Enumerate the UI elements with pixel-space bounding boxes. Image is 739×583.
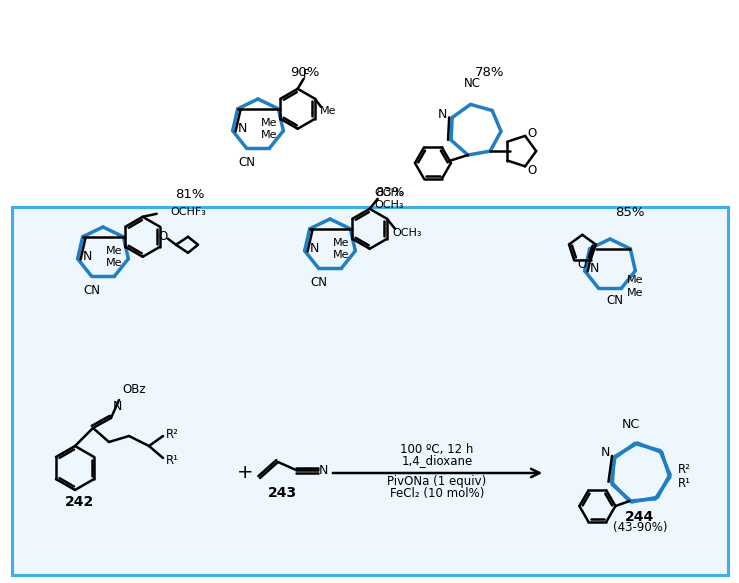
Text: N: N: [590, 262, 599, 275]
Text: N: N: [238, 122, 247, 135]
Text: N: N: [319, 463, 327, 476]
Text: Me: Me: [261, 130, 277, 140]
Text: N: N: [113, 400, 123, 413]
Text: R¹: R¹: [678, 476, 691, 490]
Text: 1,4_dioxane: 1,4_dioxane: [401, 455, 473, 468]
Text: F: F: [303, 68, 310, 81]
Text: 243: 243: [268, 486, 296, 500]
Text: CN: CN: [238, 156, 255, 169]
Bar: [12, 207, 728, 575]
Text: R²: R²: [166, 427, 179, 441]
Text: 244: 244: [625, 510, 655, 524]
Text: 78%: 78%: [475, 66, 505, 79]
Text: O: O: [158, 230, 168, 243]
Text: 83%: 83%: [375, 187, 405, 199]
Text: Me: Me: [320, 106, 336, 116]
Text: Me: Me: [261, 118, 277, 128]
Text: (43-90%): (43-90%): [613, 522, 667, 535]
Text: N: N: [601, 446, 610, 459]
Text: CN: CN: [84, 284, 101, 297]
Text: Me: Me: [627, 289, 644, 298]
Text: Me: Me: [627, 275, 644, 286]
Text: OCH₃: OCH₃: [375, 188, 404, 198]
Text: +: +: [236, 463, 253, 483]
Text: PivONa (1 equiv): PivONa (1 equiv): [387, 476, 486, 489]
Text: O: O: [527, 128, 537, 141]
Text: CN: CN: [310, 276, 327, 289]
Text: FeCl₂ (10 mol%): FeCl₂ (10 mol%): [389, 487, 484, 500]
Text: 85%: 85%: [616, 206, 644, 220]
Text: 90%: 90%: [290, 66, 320, 79]
Text: N: N: [437, 108, 447, 121]
Text: O: O: [527, 164, 537, 177]
Text: Me: Me: [333, 238, 350, 248]
Text: 242: 242: [65, 495, 95, 509]
Text: 100 ºC, 12 h: 100 ºC, 12 h: [401, 442, 474, 455]
Text: NC: NC: [464, 78, 481, 90]
Text: OBz: OBz: [122, 383, 146, 396]
Text: Me: Me: [106, 246, 123, 256]
Text: N: N: [310, 243, 319, 255]
Text: CN: CN: [607, 294, 624, 307]
Text: 81%: 81%: [175, 188, 205, 202]
Text: OCH₃: OCH₃: [392, 228, 421, 238]
Text: OCH₃: OCH₃: [375, 200, 404, 210]
Text: Me: Me: [106, 258, 123, 268]
Text: OCHF₃: OCHF₃: [171, 207, 206, 217]
Text: NC: NC: [621, 418, 639, 431]
Text: R²: R²: [678, 462, 690, 476]
Text: O: O: [578, 258, 587, 271]
Text: Me: Me: [333, 250, 350, 260]
Text: N: N: [83, 250, 92, 264]
Text: R¹: R¹: [166, 454, 179, 466]
